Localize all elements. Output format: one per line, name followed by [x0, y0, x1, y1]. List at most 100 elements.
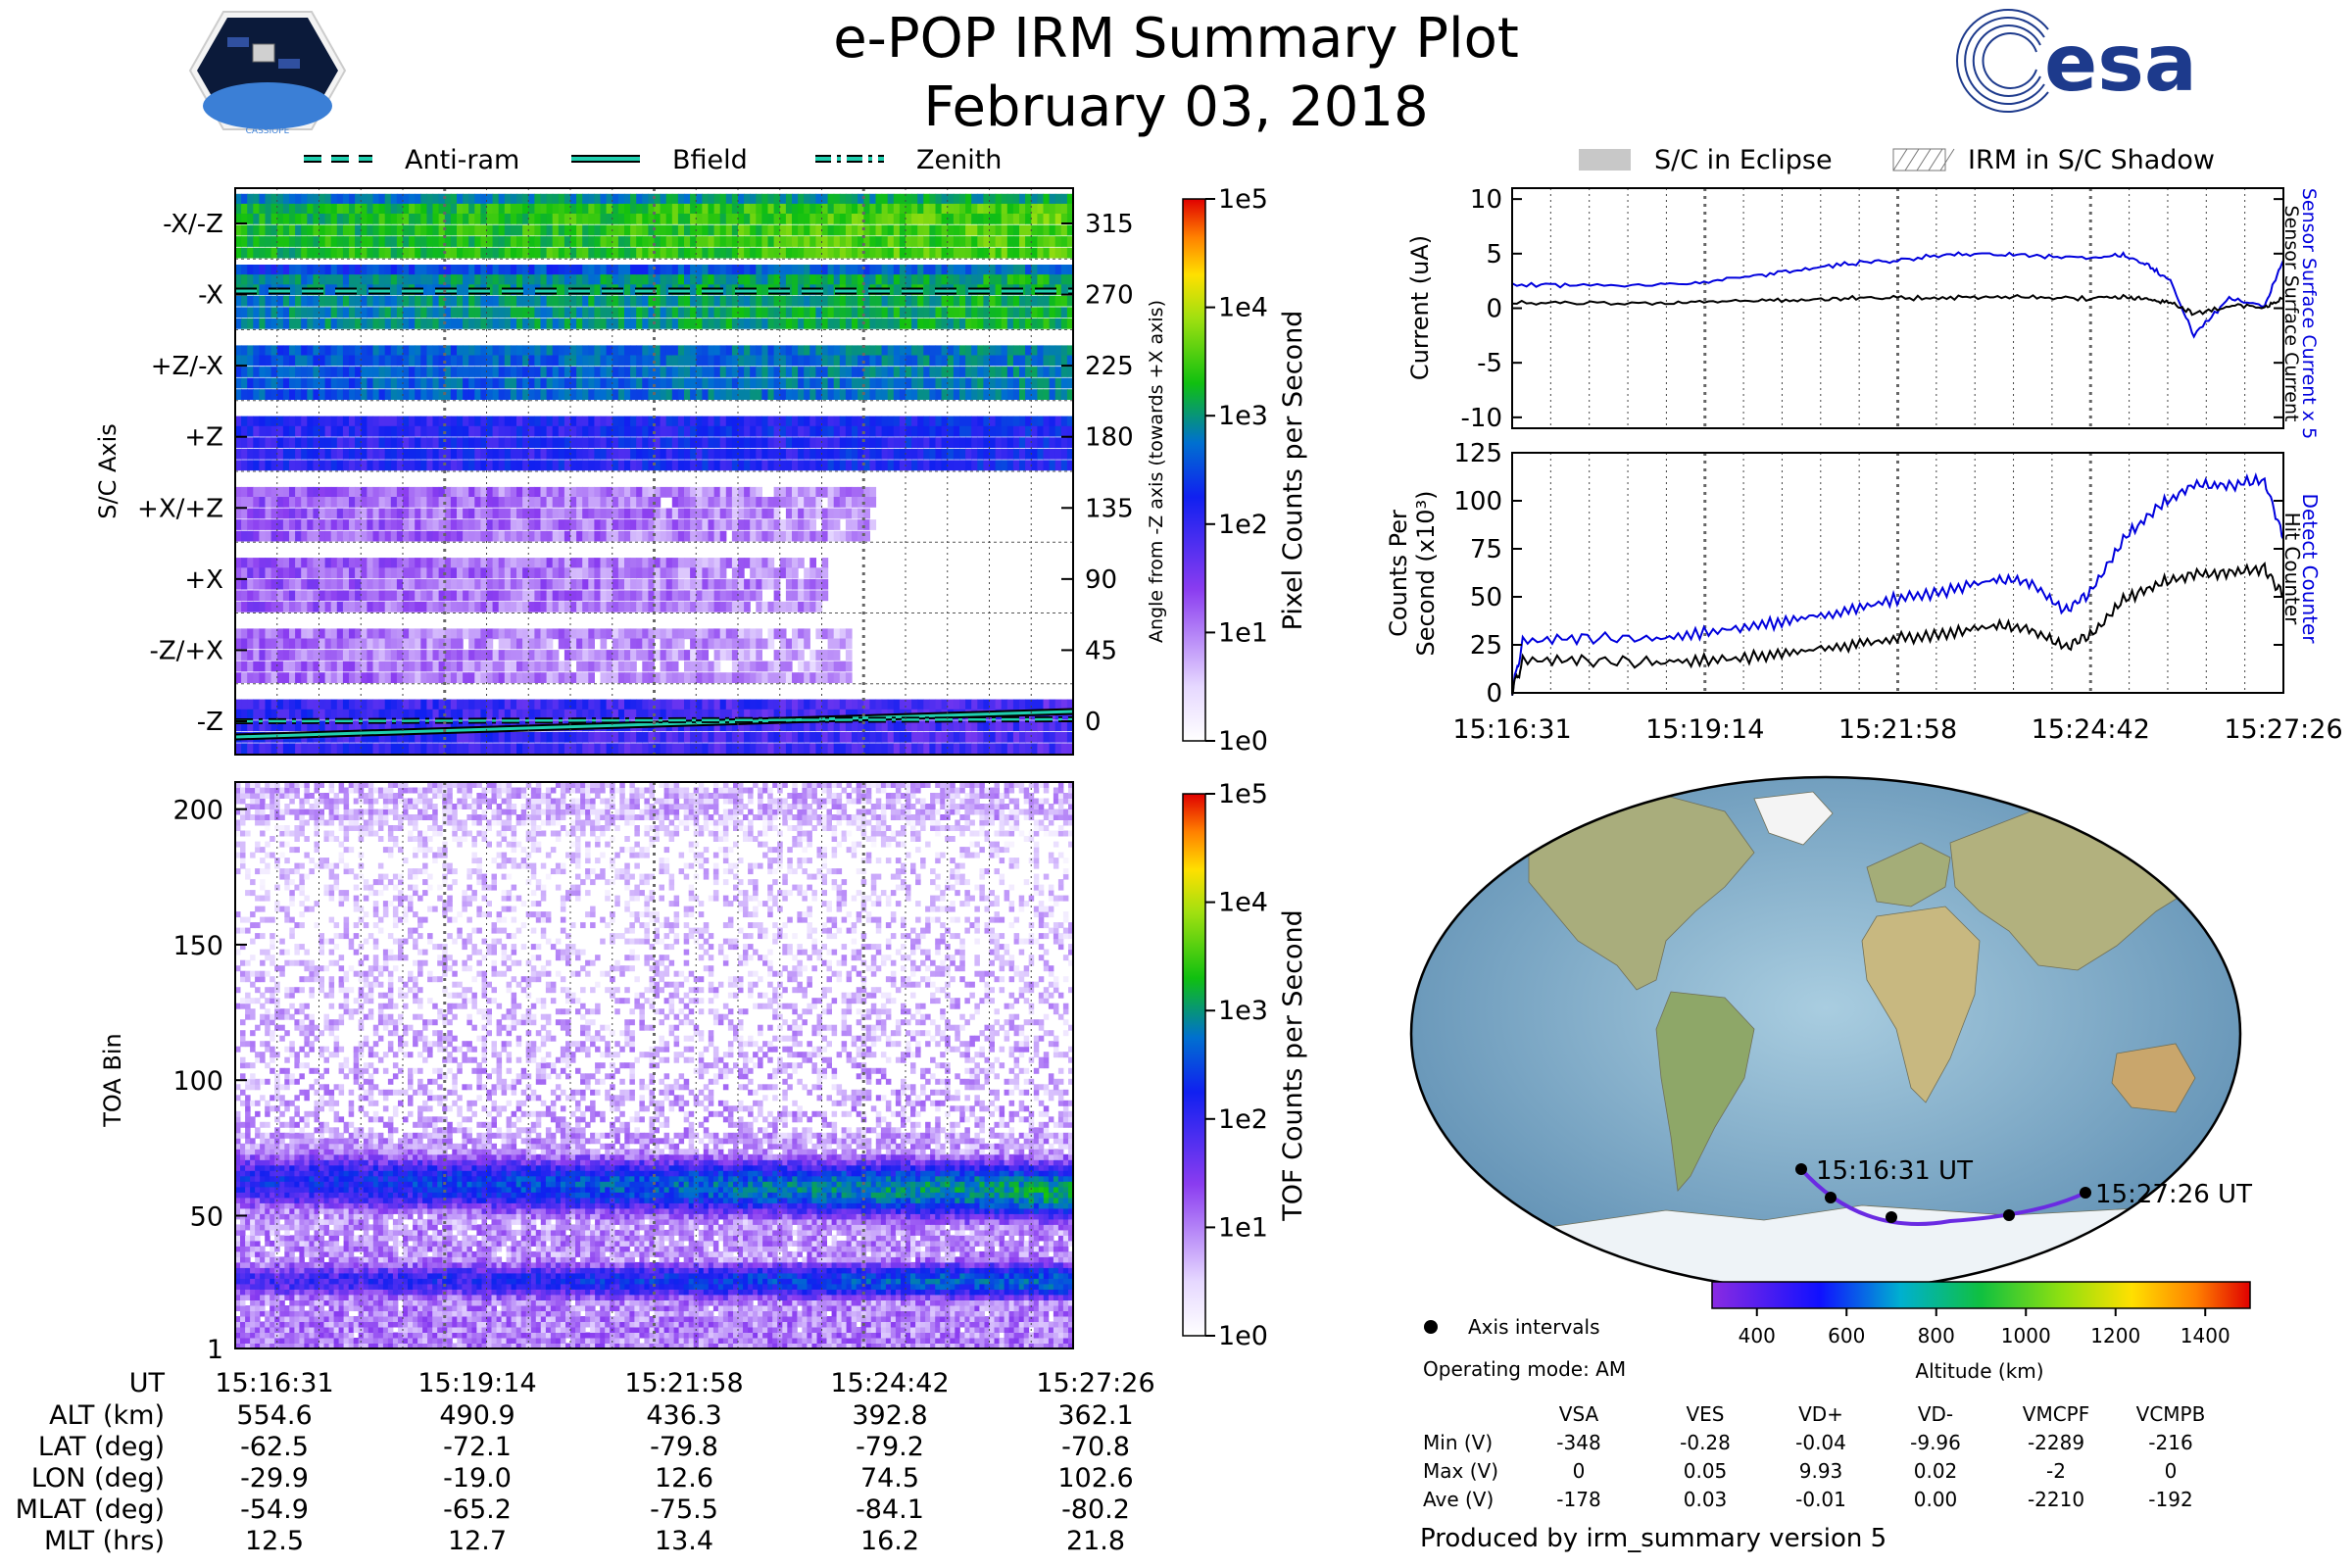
axis-heat-cell — [804, 355, 810, 367]
axis-heat-cell — [324, 416, 332, 427]
axis-heat-cell — [241, 650, 248, 661]
axis-heat-cell — [690, 377, 697, 389]
axis-heat-cell — [660, 318, 667, 329]
axis-heat-cell — [804, 224, 810, 236]
axis-heat-cell — [270, 460, 278, 471]
axis-heat-cell — [677, 345, 685, 357]
axis-heat-cell — [486, 274, 494, 285]
axis-heat-cell — [671, 558, 679, 568]
axis-heat-cell — [690, 295, 697, 307]
axis-heat-cell — [324, 590, 332, 602]
axis-heat-cell — [235, 743, 242, 755]
axis-heat-cell — [516, 214, 523, 224]
axis-heat-cell — [588, 460, 595, 471]
axis-heat-cell — [959, 377, 966, 389]
axis-heat-cell — [731, 307, 739, 318]
axis-heat-cell — [792, 590, 799, 602]
axis-heat-cell — [564, 367, 571, 377]
axis-heat-cell — [654, 193, 662, 205]
axis-heat-cell — [528, 224, 535, 236]
axis-heat-cell — [546, 214, 554, 224]
axis-heat-cell — [809, 345, 816, 357]
axis-heat-cell — [474, 699, 481, 710]
axis-heat-cell — [779, 345, 787, 357]
axis-heat-cell — [636, 567, 643, 579]
axis-heat-cell — [911, 236, 918, 247]
axis-heat-cell — [259, 307, 267, 318]
axis-heat-cell — [845, 497, 853, 508]
axis-heat-cell — [552, 497, 560, 508]
axis-heat-cell — [390, 590, 398, 602]
axis-heat-cell — [779, 193, 787, 205]
axis-heat-cell — [540, 448, 548, 460]
axis-heat-cell — [438, 709, 446, 720]
axis-heat-cell — [355, 650, 362, 661]
axis-heat-cell — [384, 497, 392, 508]
axis-heat-cell — [636, 425, 643, 437]
axis-heat-cell — [378, 265, 386, 275]
axis-heat-cell — [696, 731, 703, 743]
axis-heat-cell — [558, 460, 565, 471]
axis-heat-cell — [671, 265, 679, 275]
axis-heat-cell — [677, 672, 685, 683]
axis-heat-cell — [426, 743, 434, 755]
axis-heat-cell — [409, 486, 416, 498]
axis-heat-cell — [881, 448, 889, 460]
axis-heat-cell — [409, 497, 416, 508]
axis-heat-cell — [367, 486, 374, 498]
axis-heat-cell — [438, 193, 446, 205]
axis-heat-cell — [468, 578, 475, 590]
axis-heat-cell — [792, 460, 799, 471]
axis-heat-cell — [403, 590, 410, 602]
axis-heat-cell — [270, 389, 278, 400]
axis-heat-cell — [247, 214, 254, 224]
axis-heat-cell — [624, 318, 631, 329]
axis-heat-cell — [558, 508, 565, 519]
axis-heat-cell — [450, 519, 458, 530]
axis-heat-cell — [336, 236, 344, 247]
axis-heat-cell — [342, 519, 350, 530]
axis-heat-cell — [384, 437, 392, 449]
axis-heat-cell — [450, 193, 458, 205]
axis-heat-cell — [947, 448, 955, 460]
axis-heat-cell — [899, 345, 906, 357]
axis-heat-cell — [516, 367, 523, 377]
axis-heat-cell — [677, 265, 685, 275]
axis-heat-cell — [636, 601, 643, 612]
axis-heat-cell — [750, 590, 757, 602]
axis-heat-cell — [636, 355, 643, 367]
axis-heat-cell — [253, 247, 260, 259]
axis-heat-cell — [654, 307, 662, 318]
axis-heat-cell — [528, 486, 535, 498]
axis-heat-cell — [690, 437, 697, 449]
axis-heat-cell — [438, 295, 446, 307]
axis-heat-cell — [642, 307, 649, 318]
axis-heat-cell — [463, 247, 469, 259]
axis-heat-cell — [384, 650, 392, 661]
axis-heat-cell — [708, 295, 715, 307]
axis-heat-cell — [869, 307, 877, 318]
axis-heat-cell — [696, 236, 703, 247]
axis-heat-cell — [265, 661, 272, 672]
axis-heat-cell — [432, 638, 440, 650]
axis-heat-cell — [1054, 448, 1062, 460]
axis-heat-cell — [336, 497, 344, 508]
axis-heat-cell — [696, 307, 703, 318]
axis-heat-cell — [324, 367, 332, 377]
axis-heat-cell — [504, 628, 512, 640]
axis-heat-cell — [313, 389, 320, 400]
axis-heat-cell — [665, 628, 673, 640]
axis-heat-cell — [528, 460, 535, 471]
axis-heat-cell — [474, 377, 481, 389]
axis-heat-cell — [953, 203, 960, 215]
axis-heat-cell — [355, 661, 362, 672]
axis-heat-cell — [815, 628, 823, 640]
axis-heat-cell — [528, 416, 535, 427]
axis-heat-cell — [588, 672, 595, 683]
axis-heat-cell — [552, 307, 560, 318]
axis-heat-cell — [546, 743, 554, 755]
axis-heat-cell — [510, 307, 517, 318]
axis-heat-cell — [247, 650, 254, 661]
axis-heat-cell — [977, 425, 984, 437]
axis-heat-cell — [869, 416, 877, 427]
